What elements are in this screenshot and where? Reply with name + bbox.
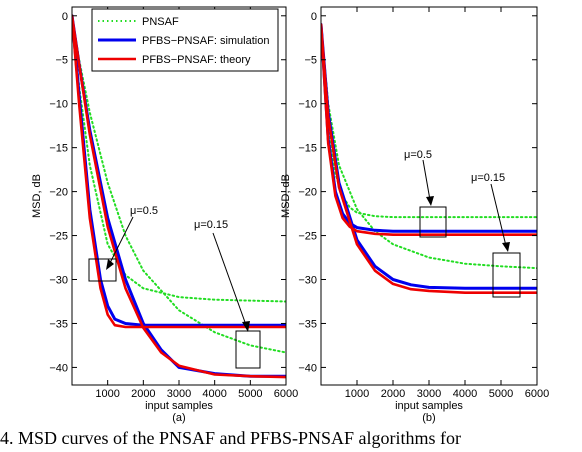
arrow-mu015-b [490, 183, 507, 247]
y-tick-label-b: −10 [298, 99, 317, 111]
series-pnsaf-mu015 [72, 14, 286, 354]
y-tick-label-b: −25 [298, 231, 317, 243]
y-tick-label-a: −25 [49, 231, 68, 243]
x-tick-label-a: 3000 [167, 388, 191, 400]
y-tick-label-b: 0 [311, 11, 317, 23]
arrowhead-mu05-b [426, 196, 434, 206]
zoom-box-mu015-b [492, 252, 521, 298]
arrowhead-mu015-b [502, 242, 510, 252]
y-tick-label-b: −40 [298, 362, 317, 374]
x-tick-label-a: 2000 [131, 388, 155, 400]
x-tick-label-b: 2000 [381, 388, 405, 400]
y-tick-label-a: −30 [49, 275, 68, 287]
x-tick-label-a: 4000 [202, 388, 226, 400]
x-tick-label-b: 3000 [417, 388, 441, 400]
zoom-box-mu05-b [419, 206, 447, 238]
series-theory-mu015 [72, 14, 286, 379]
plot-area-a [72, 14, 286, 379]
x-tick-label-a: 1000 [95, 388, 119, 400]
x-axis-label-b: input samples [395, 400, 463, 412]
x-tick-label-a: 5000 [238, 388, 262, 400]
y-tick-label-b: −5 [304, 55, 317, 67]
y-tick-label-a: 0 [62, 11, 68, 23]
annotation-mu05-b: μ=0.5 [404, 149, 432, 161]
legend: PNSAF PFBS−PNSAF: simulation PFBS−PNSAF: t… [91, 8, 279, 72]
x-tick-label-b: 6000 [525, 388, 549, 400]
plot-area-b [321, 23, 537, 295]
legend-label: PFBS−PNSAF: theory [142, 54, 251, 66]
legend-label: PFBS−PNSAF: simulation [142, 35, 269, 47]
x-tick-label-b: 1000 [345, 388, 369, 400]
series-pnsaf-mu015 [321, 23, 537, 270]
arrow-mu05-a [109, 216, 134, 264]
y-axis-label-b: MSD, dB [280, 174, 292, 218]
figure-caption: 4. MSD curves of the PNSAF and PFBS-PNSA… [0, 428, 462, 448]
x-tick-label-a: 6000 [274, 388, 298, 400]
annotation-mu05-a: μ=0.5 [130, 205, 158, 217]
series-theory-mu05 [321, 23, 537, 236]
x-tick-label-b: 4000 [453, 388, 477, 400]
y-tick-label-a: −35 [49, 318, 68, 330]
y-axis-label-a: MSD, dB [31, 174, 43, 218]
arrow-mu05-b [422, 159, 431, 201]
panel-label-a: (a) [172, 412, 185, 424]
series-pnsaf-mu05 [321, 23, 537, 219]
y-tick-label-a: −15 [49, 143, 68, 155]
annotation-mu015-b: μ=0.15 [471, 172, 505, 184]
chart-panel-a: 0 −5 −10 −15 −20 −25 −30 −35 −40 1000 2000 3000 4000… [31, 6, 298, 424]
y-tick-label-a: −5 [55, 55, 68, 67]
series-theory-mu05 [72, 14, 286, 329]
x-axis-label-a: input samples [145, 400, 213, 412]
y-tick-label-a: −20 [49, 187, 68, 199]
x-tick-label-b: 5000 [489, 388, 513, 400]
zoom-box-mu015-a [235, 330, 261, 369]
panel-label-b: (b) [422, 412, 435, 424]
y-tick-label-a: −40 [49, 362, 68, 374]
series-pnsaf-mu05 [72, 14, 286, 303]
arrow-mu015-a [212, 232, 247, 326]
y-tick-label-a: −10 [49, 99, 68, 111]
series-theory-mu015 [321, 23, 537, 295]
legend-label: PNSAF [142, 16, 179, 28]
annotation-mu015-a: μ=0.15 [194, 219, 228, 231]
y-tick-label-b: −35 [298, 318, 317, 330]
arrowhead-mu05-a [106, 259, 114, 270]
chart-panel-b: 0 −5 −10 −15 −20 −25 −30 −35 −40 1000 2000 3000 4000… [280, 6, 549, 424]
zoom-box-mu05-a [88, 258, 117, 282]
y-tick-label-b: −15 [298, 143, 317, 155]
arrowhead-mu015-a [242, 321, 250, 332]
y-tick-label-b: −30 [298, 275, 317, 287]
y-tick-label-b: −20 [298, 187, 317, 199]
